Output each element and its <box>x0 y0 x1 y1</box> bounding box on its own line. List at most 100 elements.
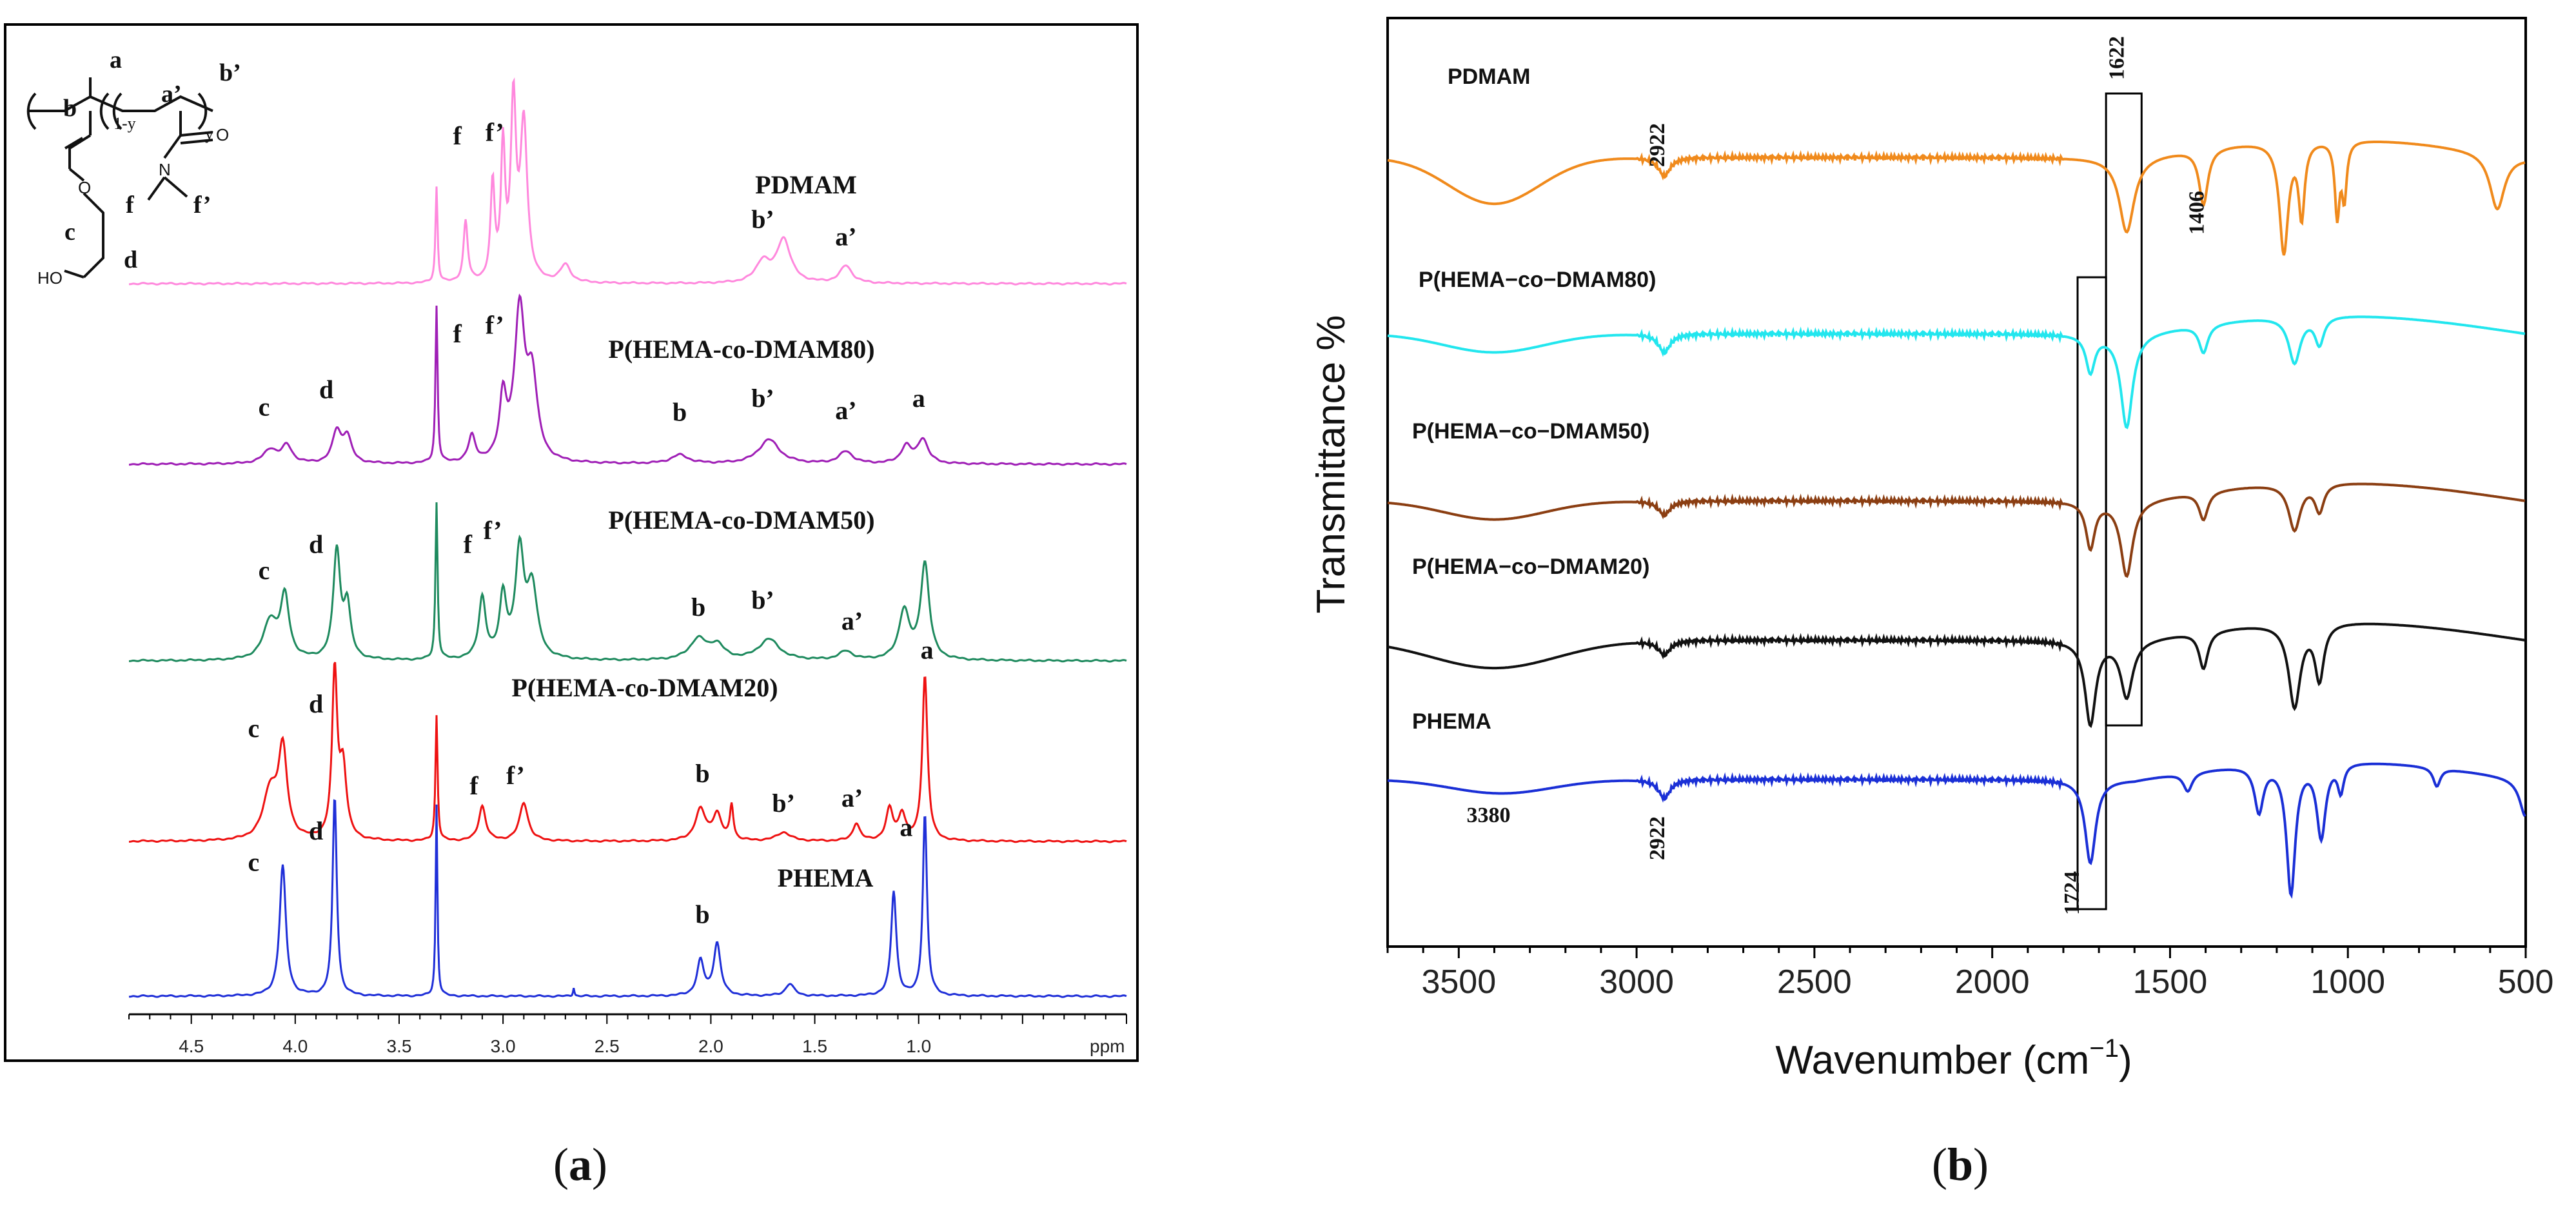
struct-f-prime: f’ <box>193 192 211 219</box>
ftir-boxes: 1622 <box>2076 36 2143 910</box>
ftir-x-axis: 3500 3000 2500 2000 1500 1000 500 <box>1386 947 2554 1001</box>
ftir-y-title: Transmittance % <box>1309 315 1353 614</box>
ftir-line-p-hema-co-dmam20 <box>1387 622 2526 729</box>
nmr-peak-label-p-hema-co-dmam50-4: b <box>691 593 705 622</box>
ftir-x-title-main: Wavenumber (cm <box>1775 1038 2089 1083</box>
nmr-line-p-hema-co-dmam50 <box>129 502 1127 663</box>
ftir-label-p-hema-co-dmam50: P(HEMA−co−DMAM50) <box>1412 419 1649 444</box>
ftir-label-p-hema-co-dmam20: P(HEMA−co−DMAM20) <box>1412 555 1649 579</box>
caption-b: (b) <box>1932 1139 1989 1190</box>
nmr-peak-label-p-hema-co-dmam50-5: b’ <box>751 585 774 614</box>
nmr-peak-label-pdmam-2: b’ <box>751 205 774 234</box>
nmr-peak-label-p-hema-co-dmam80-0: c <box>259 392 270 421</box>
struct-c: c <box>64 219 75 246</box>
ftir-line-pdmam <box>1387 141 2526 256</box>
nmr-peak-label-p-hema-co-dmam80-4: b <box>673 398 687 427</box>
nmr-peak-label-phema-1: d <box>309 816 323 845</box>
struct-ho: HO <box>37 268 63 288</box>
ftir-tick-label: 1000 <box>2310 963 2385 1001</box>
ftir-label-pdmam: PDMAM <box>1448 64 1530 89</box>
nmr-line-pdmam <box>129 77 1127 286</box>
ftir-peak-label-2922-3: 2922 <box>1646 816 1669 860</box>
ftir-box-label-1622: 1622 <box>2105 36 2129 80</box>
nmr-line-phema <box>128 799 1127 998</box>
nmr-peak-label-p-hema-co-dmam80-2: f <box>453 319 462 348</box>
ftir-line-phema <box>1387 762 2526 899</box>
ftir-peak-label-1406-1: 1406 <box>2185 191 2208 235</box>
nmr-label-pdmam: PDMAM <box>755 170 857 199</box>
nmr-tick-label: 4.0 <box>282 1036 308 1056</box>
struct-sub-1y: 1-y <box>113 114 136 133</box>
nmr-peak-label-p-hema-co-dmam50-6: a’ <box>841 606 863 635</box>
nmr-peak-label-p-hema-co-dmam50-2: f <box>464 530 473 559</box>
nmr-peak-label-p-hema-co-dmam80-7: a <box>912 384 925 413</box>
nmr-tick-label: 2.5 <box>595 1036 620 1056</box>
nmr-peak-label-p-hema-co-dmam20-6: a’ <box>841 783 863 812</box>
ftir-tick-label: 3500 <box>1421 963 1496 1001</box>
nmr-x-axis: 4.5 4.0 3.5 3.0 2.5 2.0 1.5 1.0 <box>128 1013 1127 1056</box>
struct-o: O <box>78 178 91 197</box>
nmr-label-p-hema-co-dmam80: P(HEMA-co-DMAM80) <box>608 335 874 364</box>
nmr-peak-label-p-hema-co-dmam20-4: b <box>695 759 709 788</box>
nmr-peak-label-pdmam-0: f <box>453 121 462 150</box>
caption-a-letter: a <box>569 1139 592 1190</box>
ftir-x-title: Wavenumber (cm−1) <box>1775 1034 2132 1083</box>
ftir-line-p-hema-co-dmam50 <box>1387 482 2526 578</box>
nmr-peak-label-p-hema-co-dmam80-1: d <box>319 375 333 404</box>
nmr-peak-label-pdmam-1: f’ <box>486 118 504 147</box>
nmr-peak-label-p-hema-co-dmam20-3: f’ <box>506 761 525 790</box>
ftir-peak-label-1724-4: 1724 <box>2060 871 2084 915</box>
structure-bonds <box>26 77 213 279</box>
nmr-peak-label-p-hema-co-dmam20-5: b’ <box>772 789 795 818</box>
ftir-label-phema: PHEMA <box>1412 709 1491 734</box>
struct-n: N <box>159 160 171 179</box>
nmr-peak-label-p-hema-co-dmam20-1: d <box>309 689 323 718</box>
ftir-spectra: PDMAM P(HEMA−co−DMAM80) P(HEMA−co−DMAM50) P… <box>1387 64 2526 915</box>
nmr-line-p-hema-co-dmam20 <box>129 662 1127 843</box>
nmr-label-phema: PHEMA <box>778 863 874 892</box>
struct-o2: O <box>216 125 229 144</box>
nmr-peak-label-p-hema-co-dmam80-3: f’ <box>486 311 504 340</box>
nmr-peak-label-p-hema-co-dmam80-5: b’ <box>751 384 774 413</box>
struct-f: f <box>126 192 135 219</box>
nmr-peak-label-phema-2: b <box>695 900 709 929</box>
nmr-peak-label-p-hema-co-dmam50-1: d <box>309 530 323 559</box>
ftir-label-p-hema-co-dmam80: P(HEMA−co−DMAM80) <box>1419 268 1656 292</box>
panel-a-frame <box>4 23 1139 1062</box>
nmr-tick-label: 3.0 <box>491 1036 516 1056</box>
ftir-box-1724 <box>2076 276 2107 910</box>
nmr-tick-label: 3.5 <box>387 1036 412 1056</box>
ftir-tick-label: 2000 <box>1955 963 2030 1001</box>
nmr-spectra: PDMAM f f’ b’ a’ P(HEMA-co-DMAM80) c d f f’ b b’ a’ a… <box>128 77 1127 998</box>
nmr-peak-label-phema-0: c <box>248 848 259 877</box>
ftir-peak-label-3380-2: 3380 <box>1467 803 1511 827</box>
ftir-tick-label: 3000 <box>1599 963 1674 1001</box>
nmr-peak-label-pdmam-3: a’ <box>835 222 856 251</box>
nmr-line-p-hema-co-dmam80 <box>129 293 1127 466</box>
ftir-tick-label: 1500 <box>2133 963 2208 1001</box>
ftir-tick-label: 500 <box>2498 963 2554 1001</box>
nmr-ppm-label: ppm <box>1090 1036 1125 1056</box>
nmr-peak-label-phema-3: a <box>900 813 912 842</box>
struct-b: b <box>63 95 77 122</box>
ftir-x-title-sup: −1 <box>2089 1034 2119 1063</box>
struct-a-prime: a’ <box>161 81 182 108</box>
nmr-peak-label-p-hema-co-dmam50-3: f’ <box>484 516 502 545</box>
ftir-tick-label: 2500 <box>1777 963 1852 1001</box>
caption-a: (a) <box>553 1139 607 1190</box>
struct-d: d <box>124 246 137 273</box>
monomer-structure: b a a’ b’ 1-y y O O N c d f f’ HO <box>26 46 241 288</box>
struct-sub-y: y <box>205 124 213 143</box>
panel-b: 1622 PDMAM P(HEMA−co−DMAM80) P(HEMA−co−DMA… <box>1309 17 2554 1083</box>
struct-a: a <box>110 46 122 74</box>
nmr-label-p-hema-co-dmam50: P(HEMA-co-DMAM50) <box>608 506 874 535</box>
nmr-peak-label-p-hema-co-dmam20-7: a <box>921 636 934 665</box>
nmr-tick-label: 1.5 <box>802 1036 827 1056</box>
caption-b-letter: b <box>1947 1139 1973 1190</box>
nmr-tick-label: 4.5 <box>179 1036 204 1056</box>
nmr-label-p-hema-co-dmam20: P(HEMA-co-DMAM20) <box>511 673 778 702</box>
ftir-line-p-hema-co-dmam80 <box>1387 315 2526 429</box>
struct-b-prime: b’ <box>219 59 241 86</box>
